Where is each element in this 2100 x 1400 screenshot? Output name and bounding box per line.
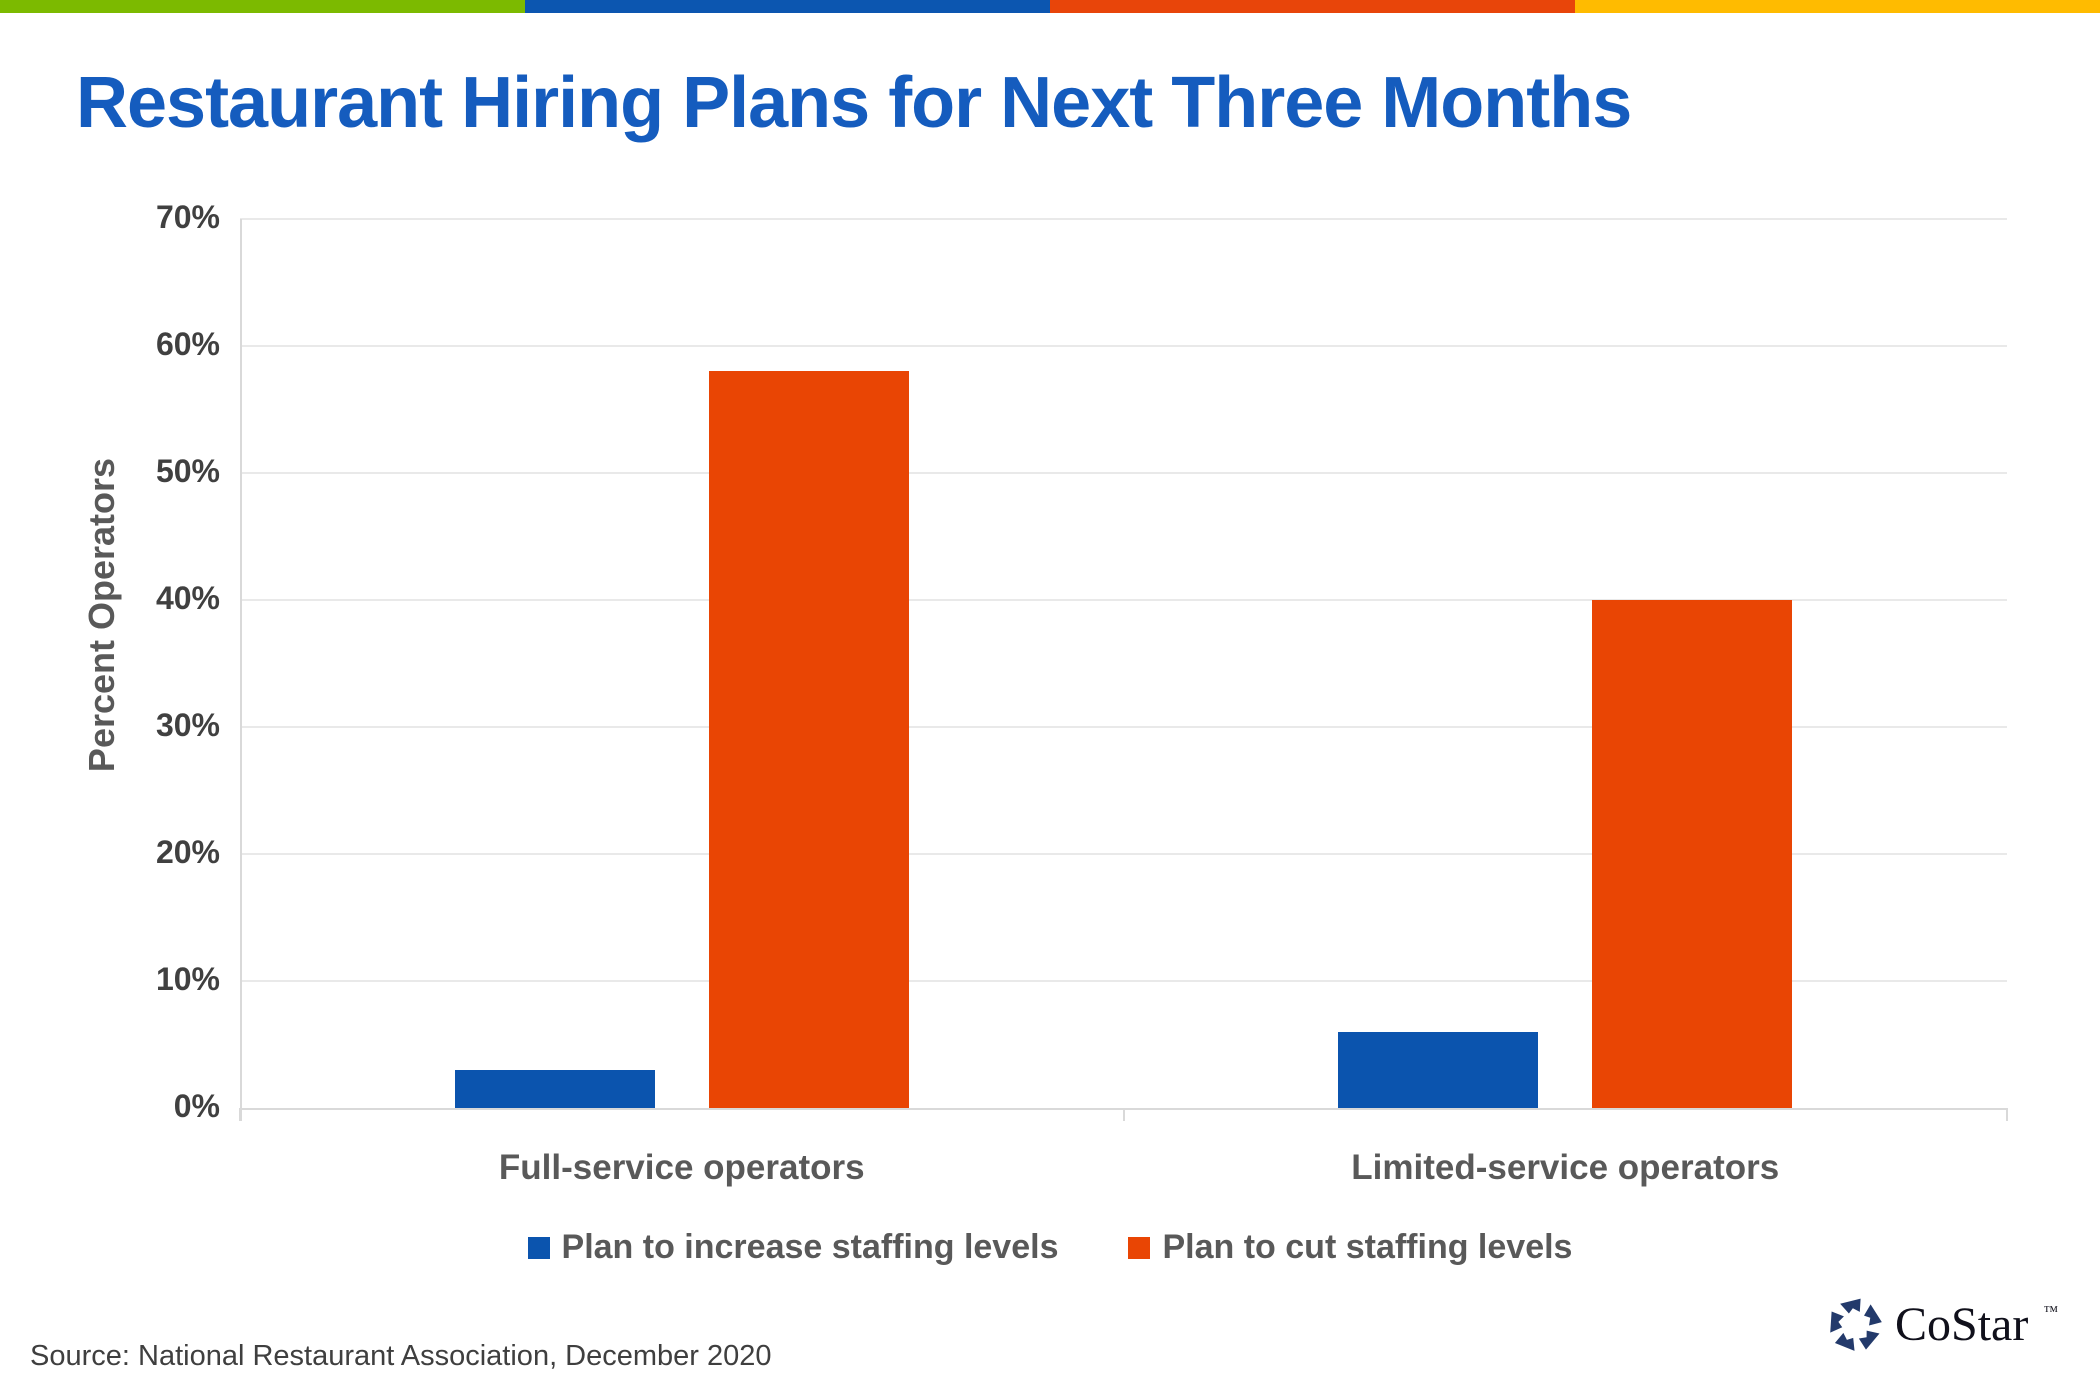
x-axis-tick — [239, 1108, 241, 1121]
legend-swatch — [1128, 1236, 1151, 1259]
y-axis-line — [240, 219, 242, 1121]
bar — [454, 1069, 655, 1108]
y-tick-label: 40% — [155, 580, 220, 617]
costar-logo-text: CoStar — [1895, 1298, 2029, 1351]
gridline — [240, 472, 2007, 474]
trademark-symbol: ™ — [2043, 1304, 2059, 1320]
gridline — [240, 980, 2007, 982]
x-axis-tick — [1122, 1108, 1125, 1121]
gridline — [240, 726, 2007, 728]
legend-label: Plan to increase staffing levels — [561, 1228, 1059, 1266]
bar — [708, 371, 909, 1108]
gridline — [240, 599, 2007, 601]
y-tick-label: 50% — [155, 453, 220, 490]
category-label: Full-service operators — [498, 1148, 865, 1187]
y-tick-label: 60% — [155, 326, 220, 363]
y-tick-label: 0% — [173, 1088, 220, 1125]
category-label: Limited-service operators — [1351, 1148, 1780, 1187]
costar-star-icon — [1830, 1298, 1882, 1351]
x-axis-tick — [2006, 1108, 2008, 1121]
accent-segment — [525, 0, 1050, 13]
bar — [1338, 1031, 1539, 1108]
legend-swatch — [527, 1236, 550, 1259]
legend-label: Plan to cut staffing levels — [1162, 1228, 1573, 1266]
legend: Plan to increase staffing levels Plan to … — [0, 1228, 2100, 1267]
accent-segment — [1575, 0, 2100, 13]
y-tick-label: 70% — [155, 199, 220, 236]
gridline — [240, 218, 2007, 220]
legend-item: Plan to cut staffing levels — [1128, 1228, 1572, 1267]
top-accent-bar — [0, 0, 2100, 13]
accent-segment — [1050, 0, 1575, 13]
source-note: Source: National Restaurant Association,… — [30, 1340, 772, 1372]
page-title: Restaurant Hiring Plans for Next Three M… — [76, 63, 1632, 143]
costar-logo: CoStar ™ — [1828, 1296, 2058, 1354]
legend-item: Plan to increase staffing levels — [527, 1228, 1059, 1267]
y-tick-label: 20% — [155, 834, 220, 871]
y-tick-label: 30% — [155, 707, 220, 744]
gridline — [240, 345, 2007, 347]
y-tick-label: 10% — [155, 961, 220, 998]
gridline — [240, 853, 2007, 855]
bar — [1592, 600, 1793, 1108]
accent-segment — [0, 0, 525, 13]
